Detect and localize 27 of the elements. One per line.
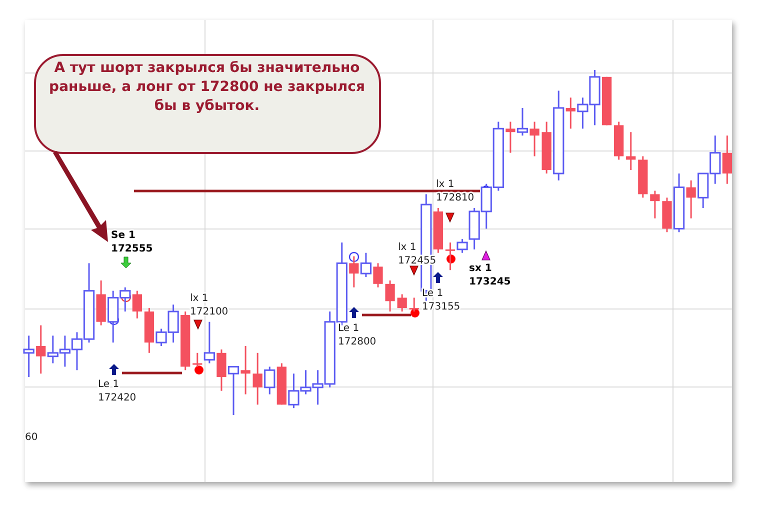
annotation: Le 1 172420 bbox=[98, 379, 136, 404]
candlestick bbox=[23, 334, 34, 378]
candlestick bbox=[530, 121, 540, 157]
candlestick bbox=[240, 345, 250, 396]
candlestick bbox=[397, 294, 407, 312]
annotation: А тут шорт закрылся бы значительно раньше, а лонг от 172800 не закрылся бы в убыток. bbox=[49, 60, 365, 114]
candlestick bbox=[228, 366, 240, 416]
candlestick bbox=[252, 352, 262, 406]
candlestick bbox=[385, 280, 395, 312]
candlestick bbox=[132, 290, 142, 320]
annotation: sx 1 173245 bbox=[469, 263, 511, 288]
candlestick bbox=[722, 134, 732, 185]
candlestick bbox=[204, 321, 215, 364]
candlestick bbox=[360, 252, 372, 278]
candlestick bbox=[566, 96, 576, 130]
candlestick bbox=[264, 366, 276, 396]
annotation: lx 1 172810 bbox=[436, 179, 474, 204]
annotation: Se 1 172555 bbox=[111, 230, 153, 254]
annotation: lx 1 172100 bbox=[190, 293, 228, 318]
candlestick bbox=[506, 121, 516, 154]
candlestick bbox=[650, 190, 660, 220]
candlestick bbox=[516, 107, 528, 136]
candlestick bbox=[373, 262, 383, 288]
candlestick bbox=[36, 324, 46, 374]
candlestick bbox=[686, 180, 696, 220]
text: 60 bbox=[25, 432, 38, 443]
annotation: Le 1 172800 bbox=[338, 323, 376, 348]
